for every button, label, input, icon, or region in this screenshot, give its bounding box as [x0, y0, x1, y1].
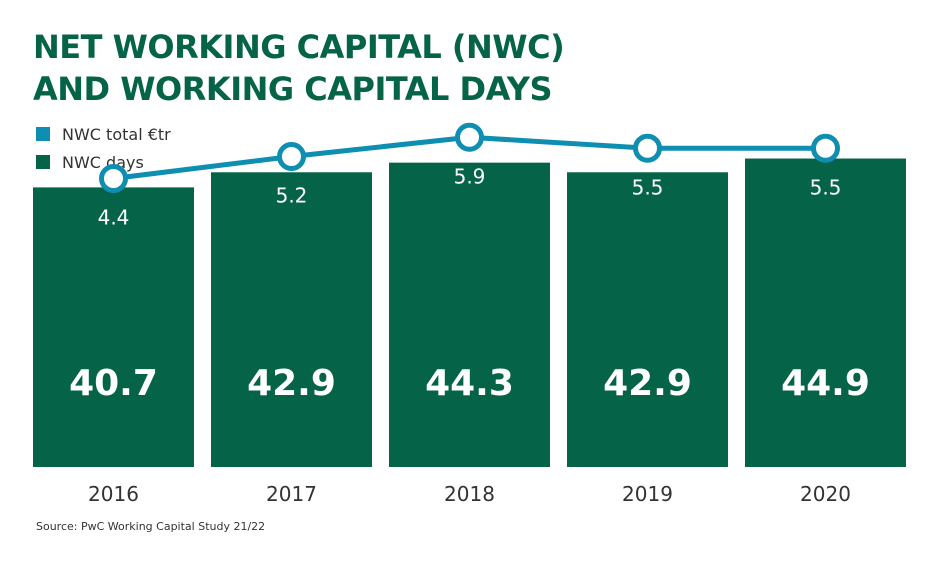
bar-2018	[389, 162, 550, 467]
line-label-2017: 5.2	[276, 184, 308, 208]
chart-title-line-1: NET WORKING CAPITAL (NWC)	[33, 28, 565, 66]
bar-label-2017: 42.9	[247, 363, 336, 404]
bar-2020	[745, 158, 906, 468]
bar-label-2016: 40.7	[69, 363, 158, 404]
bar-2019	[567, 172, 728, 468]
line-label-2020: 5.5	[810, 175, 842, 199]
x-tick-label-2017: 2017	[266, 482, 317, 506]
x-tick-label-2016: 2016	[88, 482, 139, 506]
line-point-2017	[277, 142, 306, 171]
bar-label-2019: 42.9	[603, 363, 692, 404]
bar-2017	[211, 172, 372, 468]
chart-title: NET WORKING CAPITAL (NWC) AND WORKING CA…	[33, 26, 565, 110]
legend-label-nwc-total: NWC total €tr	[62, 124, 171, 144]
source-note: Source: PwC Working Capital Study 21/22	[36, 520, 266, 533]
legend-item-nwc-days: NWC days	[36, 148, 171, 176]
legend: NWC total €tr NWC days	[36, 120, 171, 176]
legend-swatch-nwc-total	[36, 127, 50, 141]
legend-item-nwc-total: NWC total €tr	[36, 120, 171, 148]
line-label-2019: 5.5	[632, 175, 664, 199]
line-point-2016	[99, 164, 128, 193]
bar-label-2020: 44.9	[781, 363, 870, 404]
line-point-2020	[811, 133, 840, 163]
x-tick-label-2020: 2020	[800, 482, 851, 506]
x-tick-label-2019: 2019	[622, 482, 673, 506]
chart-title-line-2: AND WORKING CAPITAL DAYS	[33, 70, 553, 108]
line-point-2018	[455, 122, 484, 152]
line-label-2016: 4.4	[98, 206, 130, 230]
x-tick-label-2018: 2018	[444, 482, 495, 506]
legend-swatch-nwc-days	[36, 155, 50, 169]
line-point-2019	[633, 133, 662, 163]
legend-label-nwc-days: NWC days	[62, 152, 144, 172]
line-label-2018: 5.9	[454, 164, 486, 188]
bar-label-2018: 44.3	[425, 363, 514, 404]
bar-2016	[33, 187, 194, 468]
